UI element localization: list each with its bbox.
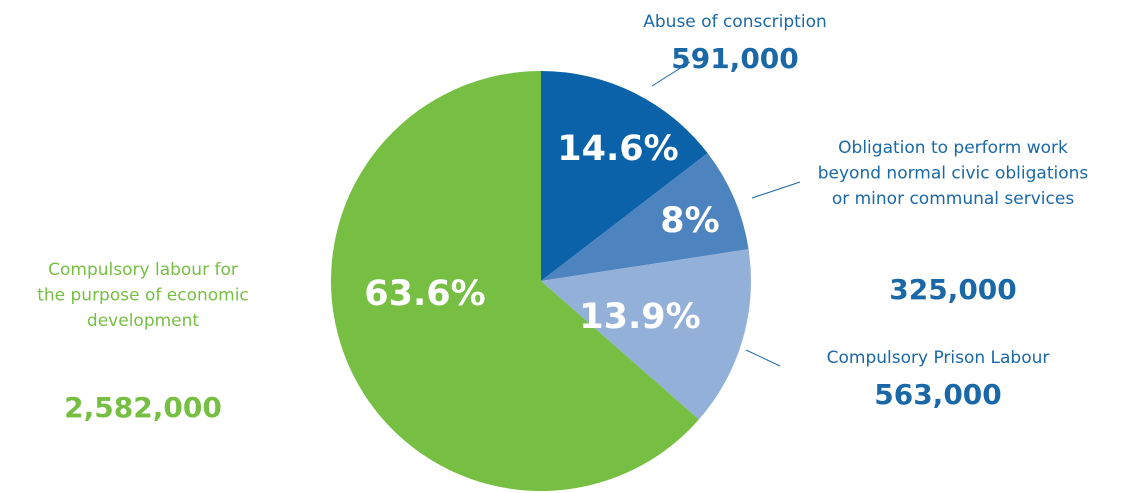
pie-slice [541,71,708,281]
slice-percent-label: 63.6% [364,274,485,314]
count-label: 2,582,000 [64,391,222,424]
category-label: Obligation to perform work [838,138,1068,158]
pie-slice [541,249,751,420]
leader-line [745,349,781,367]
category-label: Compulsory Prison Labour [827,348,1050,368]
category-label: Compulsory labour for [48,260,238,280]
slice-percent-label: 8% [660,201,719,241]
leader-line [651,61,691,87]
count-label: 563,000 [874,378,1002,411]
count-label: 325,000 [889,273,1017,306]
category-label: Abuse of conscription [643,12,827,32]
leader-line [751,181,801,199]
category-label: the purpose of economic [37,286,249,306]
pie-slice [541,153,749,281]
slice-percent-label: 14.6% [557,129,678,169]
slice-percent-label: 13.9% [579,297,700,337]
category-label: development [87,311,199,331]
pie-slice [331,71,699,491]
count-label: 591,000 [671,42,799,75]
category-label: beyond normal civic obligations [818,164,1089,184]
category-label: or minor communal services [832,189,1075,209]
